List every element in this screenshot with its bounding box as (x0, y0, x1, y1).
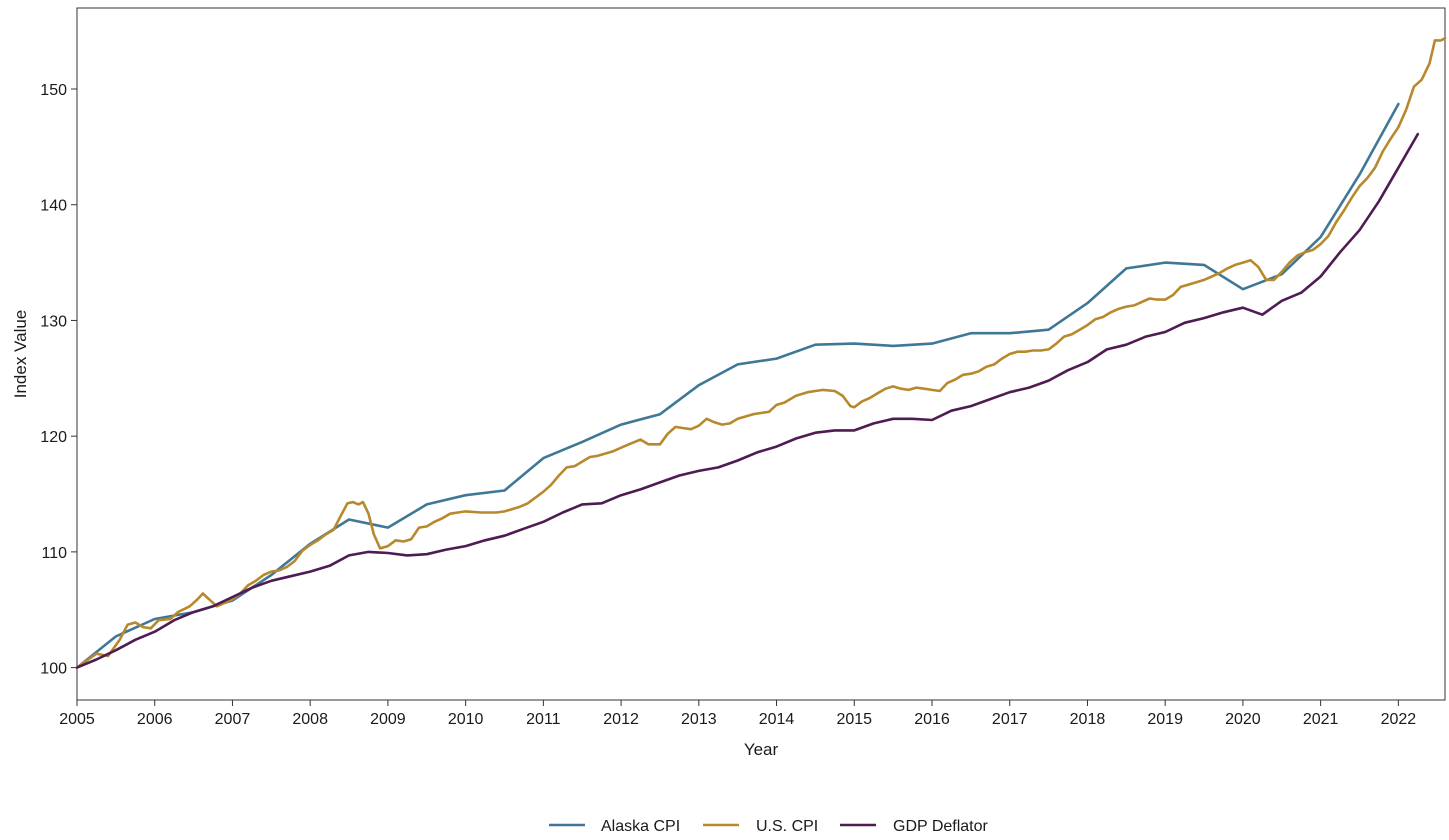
x-tick-label: 2008 (292, 711, 328, 728)
y-tick-label: 150 (40, 82, 67, 99)
x-tick-label: 2010 (448, 711, 484, 728)
x-tick-label: 2015 (836, 711, 872, 728)
plot-area-frame (76, 7, 1446, 701)
x-tick-label: 2019 (1147, 711, 1183, 728)
y-tick-label: 130 (40, 313, 67, 330)
x-tick-label: 2018 (1070, 711, 1106, 728)
x-tick-label: 2011 (526, 711, 561, 728)
series-line-u-s-cpi (75, 36, 1447, 669)
x-tick-label: 2009 (370, 711, 406, 728)
series-layer (75, 36, 1447, 669)
y-tick-label: 140 (40, 198, 67, 215)
legend-label-gdp-deflator: GDP Deflator (893, 818, 989, 835)
series-line-gdp-deflator (75, 132, 1420, 669)
x-axis: 2005 2006 2007 2008 2009 2010 2011 2012 2013 2014… (59, 700, 1416, 728)
x-tick-label: 2020 (1225, 711, 1261, 728)
x-tick-label: 2021 (1303, 711, 1339, 728)
x-tick-label: 2022 (1381, 711, 1417, 728)
y-axis-label: Index Value (11, 310, 30, 399)
x-tick-label: 2013 (681, 711, 717, 728)
x-tick-label: 2017 (992, 711, 1028, 728)
legend-label-u-s-cpi: U.S. CPI (756, 818, 818, 835)
x-tick-label: 2016 (914, 711, 950, 728)
y-tick-label: 110 (41, 545, 67, 562)
legend: Alaska CPI U.S. CPI GDP Deflator (549, 818, 989, 835)
x-axis-label: Year (744, 740, 779, 759)
series-line-alaska-cpi (75, 102, 1400, 669)
x-tick-label: 2007 (215, 711, 251, 728)
y-tick-label: 100 (40, 661, 67, 678)
x-tick-label: 2006 (137, 711, 173, 728)
x-tick-label: 2012 (603, 711, 639, 728)
legend-label-alaska-cpi: Alaska CPI (601, 818, 680, 835)
y-tick-label: 120 (40, 429, 67, 446)
x-tick-label: 2005 (59, 711, 95, 728)
y-axis: 100 110 120 130 140 150 (40, 82, 77, 678)
x-tick-label: 2014 (759, 711, 795, 728)
